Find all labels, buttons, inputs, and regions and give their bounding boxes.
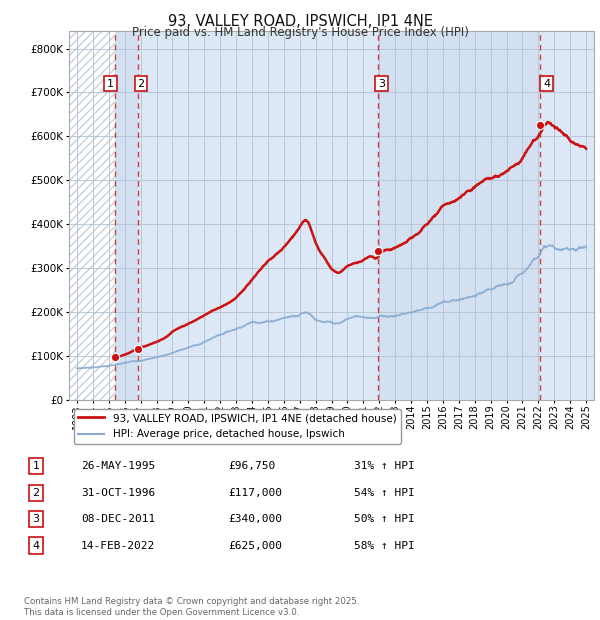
Text: Contains HM Land Registry data © Crown copyright and database right 2025.
This d: Contains HM Land Registry data © Crown c… <box>24 598 359 617</box>
Text: 54% ↑ HPI: 54% ↑ HPI <box>354 488 415 498</box>
Bar <box>115 31 138 400</box>
Text: 08-DEC-2011: 08-DEC-2011 <box>81 514 155 524</box>
Text: £340,000: £340,000 <box>228 514 282 524</box>
Text: 3: 3 <box>378 79 385 89</box>
Text: £117,000: £117,000 <box>228 488 282 498</box>
Text: 31% ↑ HPI: 31% ↑ HPI <box>354 461 415 471</box>
Text: Price paid vs. HM Land Registry's House Price Index (HPI): Price paid vs. HM Land Registry's House … <box>131 26 469 39</box>
Legend: 93, VALLEY ROAD, IPSWICH, IP1 4NE (detached house), HPI: Average price, detached: 93, VALLEY ROAD, IPSWICH, IP1 4NE (detac… <box>74 409 401 443</box>
Text: 93, VALLEY ROAD, IPSWICH, IP1 4NE: 93, VALLEY ROAD, IPSWICH, IP1 4NE <box>167 14 433 29</box>
Text: 3: 3 <box>32 514 40 524</box>
Text: 4: 4 <box>543 79 550 89</box>
Bar <box>378 31 540 400</box>
Text: 50% ↑ HPI: 50% ↑ HPI <box>354 514 415 524</box>
Text: £625,000: £625,000 <box>228 541 282 551</box>
Text: 2: 2 <box>32 488 40 498</box>
Text: 26-MAY-1995: 26-MAY-1995 <box>81 461 155 471</box>
Text: £96,750: £96,750 <box>228 461 275 471</box>
Text: 14-FEB-2022: 14-FEB-2022 <box>81 541 155 551</box>
Text: 2: 2 <box>137 79 145 89</box>
Text: 4: 4 <box>32 541 40 551</box>
Text: 1: 1 <box>107 79 114 89</box>
Text: 58% ↑ HPI: 58% ↑ HPI <box>354 541 415 551</box>
Bar <box>69 31 115 400</box>
Text: 1: 1 <box>32 461 40 471</box>
Text: 31-OCT-1996: 31-OCT-1996 <box>81 488 155 498</box>
